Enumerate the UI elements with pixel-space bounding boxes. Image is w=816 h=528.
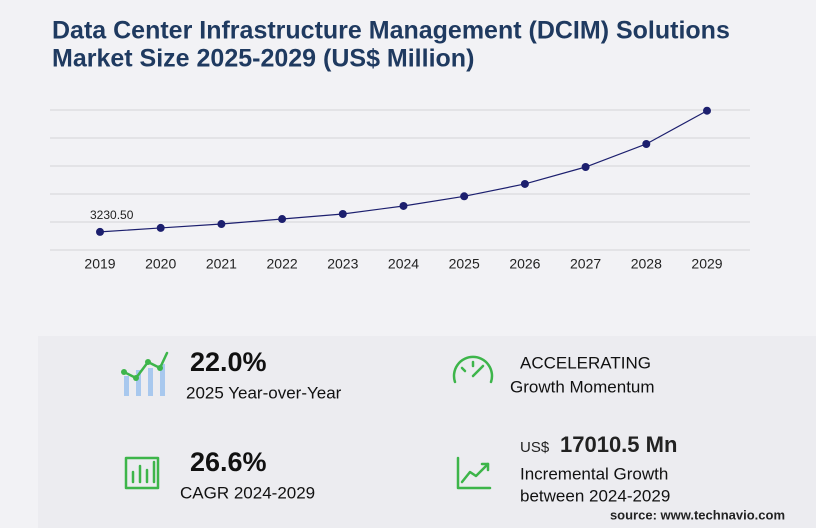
icon-growth bbox=[121, 351, 169, 396]
x-tick-label: 2029 bbox=[691, 256, 722, 272]
icon-bars bbox=[124, 456, 160, 490]
point bbox=[399, 201, 408, 210]
stat-label: CAGR 2024-2029 bbox=[180, 483, 315, 502]
x-tick-label: 2026 bbox=[509, 256, 540, 272]
stat-value: 22.0% bbox=[190, 347, 267, 377]
icon-gauge bbox=[452, 355, 494, 384]
point bbox=[703, 106, 711, 115]
x-tick-label: 2024 bbox=[388, 256, 419, 272]
stat-value: 17010.5 Mn bbox=[560, 432, 677, 457]
point bbox=[217, 220, 226, 229]
point bbox=[642, 139, 651, 148]
x-tick-label: 2028 bbox=[631, 256, 662, 272]
stats-panel bbox=[38, 336, 816, 528]
point bbox=[520, 179, 529, 188]
x-tick-label: 2027 bbox=[570, 256, 601, 272]
point bbox=[156, 223, 165, 232]
x-tick-label: 2019 bbox=[84, 256, 115, 272]
point bbox=[460, 192, 469, 201]
x-tick-label: 2023 bbox=[327, 256, 358, 272]
stat-prefix: US$ bbox=[520, 439, 550, 456]
stat-label: Growth Momentum bbox=[510, 377, 655, 396]
line bbox=[99, 110, 708, 233]
chart-title: Data Center Infrastructure Management (D… bbox=[52, 17, 730, 45]
stat-label: 2025 Year-over-Year bbox=[186, 383, 342, 402]
point bbox=[96, 227, 104, 236]
point bbox=[581, 163, 590, 172]
x-tick-label: 2020 bbox=[145, 256, 176, 272]
icon-trend bbox=[456, 456, 492, 490]
x-tick-label: 2022 bbox=[267, 256, 298, 272]
stat-value: ACCELERATING bbox=[520, 353, 651, 372]
point bbox=[338, 209, 347, 218]
stat-value: 26.6% bbox=[190, 447, 267, 477]
x-tick-label: 2021 bbox=[206, 256, 237, 272]
stat-label: Incremental Growth bbox=[520, 464, 668, 483]
stat-label: between 2024-2029 bbox=[520, 486, 670, 505]
chart-subtitle: Market Size 2025-2029 (US$ Million) bbox=[52, 45, 474, 73]
point bbox=[278, 215, 287, 224]
x-tick-label: 2025 bbox=[449, 256, 480, 272]
source: source: www.technavio.com bbox=[610, 507, 785, 522]
value-label: 3230.50 bbox=[90, 208, 134, 222]
